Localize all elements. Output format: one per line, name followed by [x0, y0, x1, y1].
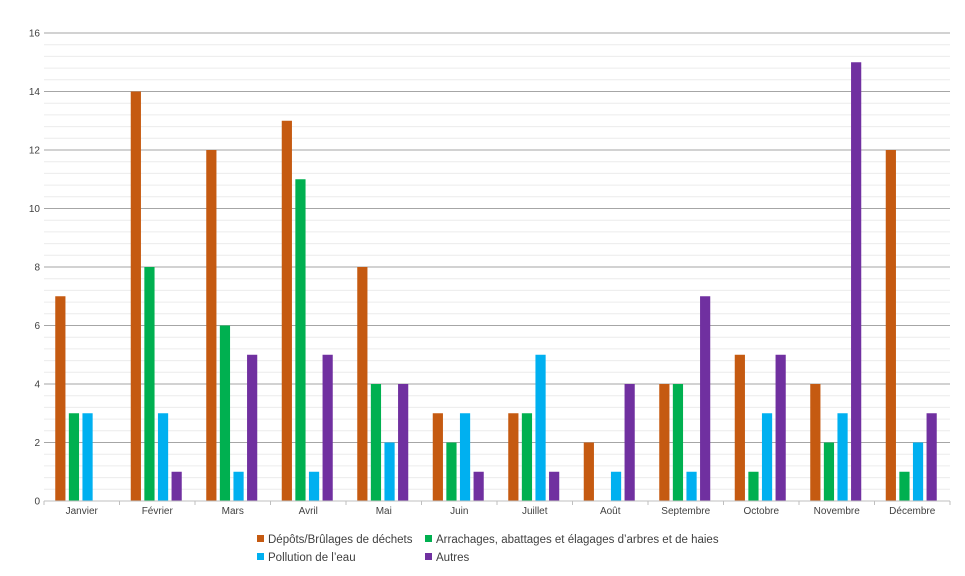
legend-label: Autres: [436, 552, 469, 564]
bar-1-mai: [357, 267, 368, 501]
bar-2-octobre: [748, 471, 759, 501]
bar-4-avril: [322, 354, 333, 501]
bar-2-septembre: [672, 384, 684, 501]
bar-4-février: [171, 471, 182, 501]
bar-3-octobre: [761, 413, 773, 501]
bar-4-août: [624, 384, 635, 501]
legend-label: Arrachages, abattages et élagages d’arbr…: [436, 534, 719, 546]
bar-1-janvier: [55, 296, 66, 501]
y-tick-label: 4: [34, 380, 40, 391]
bar-4-décembre: [926, 413, 937, 501]
legend-swatch: [425, 535, 432, 542]
bar-4-mai: [398, 384, 409, 501]
x-tick-label: Juillet: [522, 506, 548, 517]
bar-4-octobre: [775, 354, 786, 501]
bar-2-mars: [219, 325, 231, 501]
x-tick-label: Octobre: [743, 506, 779, 517]
bar-1-août: [583, 442, 594, 501]
bar-4-novembre: [851, 62, 862, 501]
y-tick-label: 16: [29, 29, 41, 40]
bars: [55, 62, 937, 501]
bar-3-mars: [233, 471, 244, 501]
x-tick-label: Mai: [376, 506, 392, 517]
bar-2-janvier: [68, 413, 80, 501]
legend-swatch: [425, 553, 432, 560]
bar-3-février: [157, 413, 169, 501]
x-tick-label: Février: [142, 506, 174, 517]
x-tick-label: Janvier: [66, 506, 99, 517]
y-tick-label: 14: [29, 87, 41, 98]
y-tick-label: 6: [34, 321, 40, 332]
gridlines: [44, 32, 950, 502]
bar-1-février: [130, 91, 141, 501]
bar-1-mars: [206, 150, 217, 501]
bar-2-juillet: [521, 413, 533, 501]
bar-4-juillet: [549, 471, 560, 501]
legend-swatch: [257, 535, 264, 542]
bar-3-septembre: [686, 471, 697, 501]
bar-3-août: [610, 471, 622, 501]
bar-4-mars: [247, 354, 258, 501]
bar-2-novembre: [823, 442, 835, 501]
bar-1-juin: [432, 413, 443, 501]
y-tick-label: 12: [29, 146, 41, 157]
x-tick-label: Décembre: [889, 506, 936, 517]
bar-3-janvier: [82, 413, 93, 501]
legend: Dépôts/Brûlages de déchets Arrachages, ab…: [257, 534, 719, 564]
x-tick-label: Septembre: [661, 506, 710, 517]
bar-3-mai: [384, 442, 395, 501]
bar-3-juillet: [535, 354, 546, 501]
bar-3-avril: [308, 471, 320, 501]
bar-3-novembre: [837, 413, 848, 501]
x-tick-label: Mars: [222, 506, 244, 517]
y-tick-label: 2: [34, 438, 40, 449]
bar-1-octobre: [734, 354, 745, 501]
bar-1-décembre: [885, 150, 896, 501]
y-tick-label: 0: [34, 497, 40, 508]
bar-2-décembre: [899, 471, 910, 501]
y-tick-label: 8: [34, 263, 40, 274]
bar-2-avril: [295, 179, 306, 501]
bar-2-mai: [370, 384, 382, 501]
y-tick-label: 10: [29, 204, 41, 215]
bar-3-décembre: [912, 442, 924, 501]
legend-label: Dépôts/Brûlages de déchets: [268, 534, 413, 546]
x-axis: Janvier Février Mars Avril Mai Juin Juillet Aoû…: [43, 500, 951, 517]
bar-3-juin: [459, 413, 471, 501]
x-tick-label: Avril: [299, 506, 318, 517]
x-tick-label: Novembre: [814, 506, 861, 517]
bar-1-juillet: [508, 413, 519, 501]
bar-2-juin: [446, 442, 457, 501]
legend-label: Pollution de l’eau: [268, 552, 356, 564]
bar-4-juin: [473, 471, 484, 501]
y-axis: 0 2 4 6 8 10 12 14 16: [29, 29, 41, 508]
x-tick-label: Juin: [450, 506, 468, 517]
x-tick-label: Août: [600, 506, 621, 517]
bar-1-septembre: [659, 384, 670, 501]
bar-2-février: [144, 267, 155, 501]
legend-swatch: [257, 553, 264, 560]
bar-1-avril: [281, 120, 292, 501]
bar-4-septembre: [700, 296, 711, 501]
bar-1-novembre: [810, 384, 821, 501]
